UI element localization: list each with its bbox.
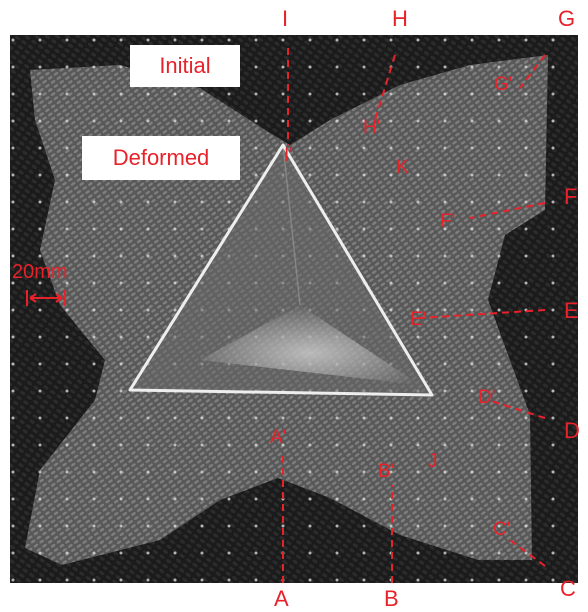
label-inner-f: F': [440, 211, 456, 232]
label-outer-e: E: [564, 298, 579, 323]
line-g: [519, 54, 546, 89]
guide-lines: [282, 48, 546, 583]
label-inner-b: B': [378, 461, 395, 482]
triangular-punch: [128, 143, 434, 397]
line-c: [509, 539, 546, 567]
legend-initial: Initial: [130, 45, 240, 87]
label-outer-i: I: [282, 6, 289, 31]
label-outer-b: B: [384, 586, 399, 611]
label-outer-d: D: [564, 418, 580, 443]
scale-bar: [26, 290, 66, 306]
label-inner-i: I': [284, 145, 293, 166]
line-e: [419, 309, 546, 319]
line-d: [487, 399, 546, 419]
label-outer-h: H: [392, 6, 408, 31]
label-point-j: J: [428, 451, 438, 472]
scale-bar-label: 20mm: [12, 261, 68, 283]
label-inner-h: H': [363, 117, 381, 138]
label-inner-c: C': [493, 519, 511, 540]
label-outer-f: F: [564, 184, 578, 209]
line-f: [469, 202, 546, 219]
legend-deformed: Deformed: [82, 136, 240, 180]
label-outer-a: A: [274, 586, 289, 611]
label-point-k: K: [396, 157, 409, 178]
label-outer-g: G: [558, 6, 576, 31]
label-inner-d: D': [478, 387, 496, 408]
label-inner-a: A': [270, 427, 287, 448]
label-outer-c: C: [560, 576, 576, 601]
label-inner-e: E': [410, 309, 427, 330]
label-inner-g: G': [494, 74, 513, 95]
